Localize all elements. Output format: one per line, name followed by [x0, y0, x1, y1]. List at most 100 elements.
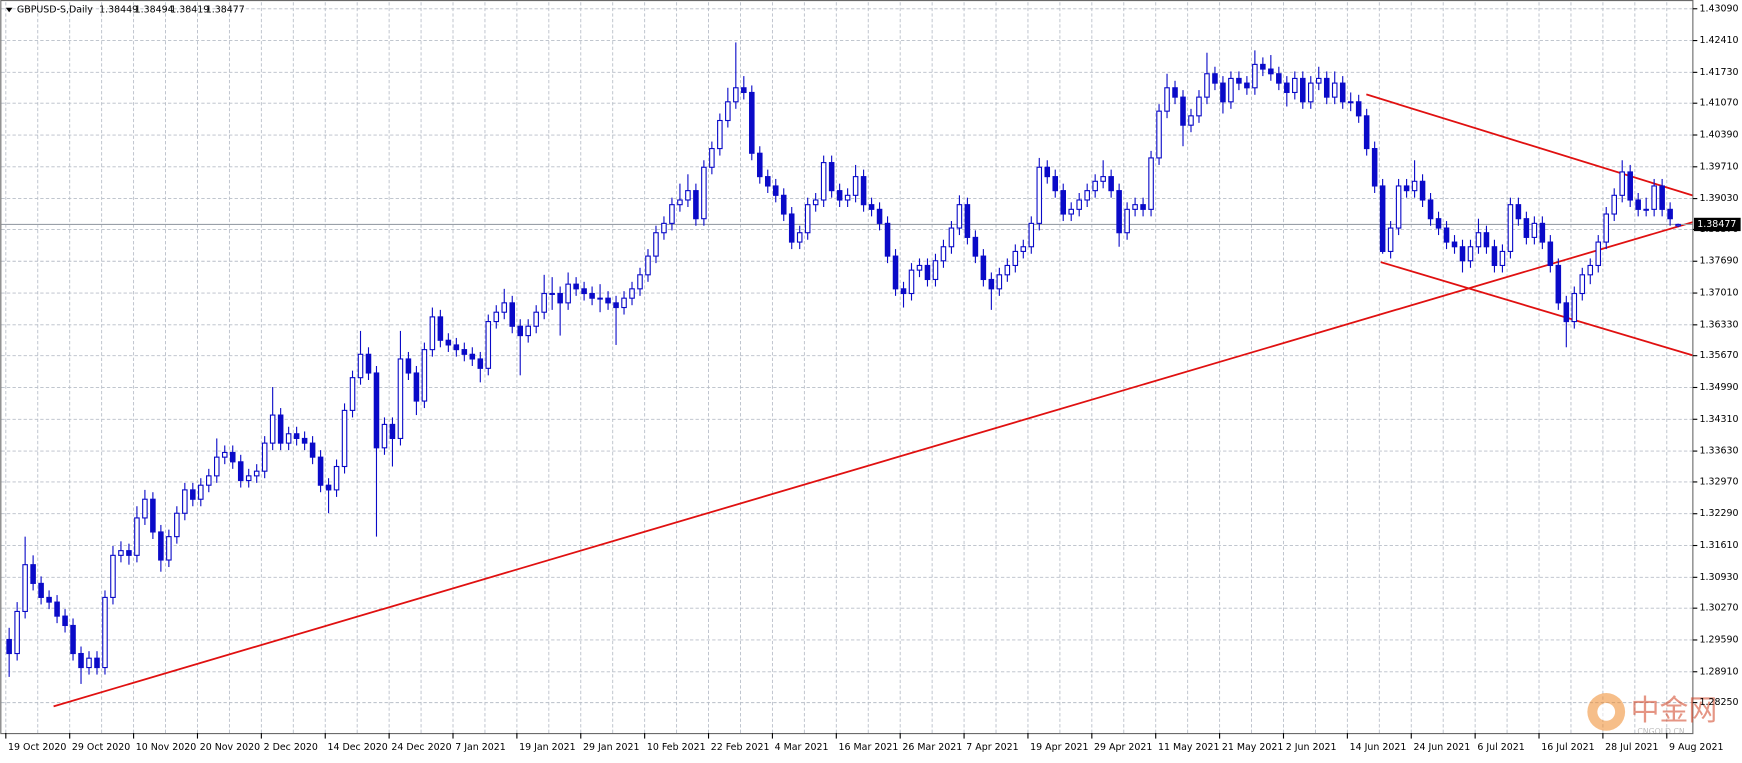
candle-body — [1276, 73, 1282, 84]
candle-body — [1435, 218, 1442, 229]
candle-body — [38, 582, 44, 598]
trendline — [1366, 93, 1694, 197]
x-tick-label: 14 Jun 2021 — [1350, 742, 1407, 753]
candle-body — [277, 414, 284, 444]
candle-body — [1012, 250, 1019, 267]
candle-body — [533, 311, 539, 327]
candle-body — [677, 199, 683, 206]
candle-body — [134, 517, 140, 556]
candle-body — [1180, 96, 1186, 126]
candle-body — [1387, 227, 1394, 252]
candle-body — [725, 101, 731, 122]
candle-body — [102, 596, 108, 669]
candle-body — [613, 302, 619, 309]
x-tick-label: 10 Nov 2020 — [136, 742, 196, 753]
candle-body — [333, 465, 340, 491]
y-tick-label: 1.41730 — [1700, 67, 1739, 78]
candle-body — [1499, 250, 1506, 267]
candle-body — [349, 377, 356, 411]
candle-body — [293, 433, 300, 440]
y-tick-label: 1.43090 — [1700, 3, 1739, 14]
candle-body — [30, 564, 36, 584]
x-tick-label: 26 Mar 2021 — [902, 742, 962, 753]
candle-body — [581, 288, 587, 295]
candle-body — [1116, 190, 1122, 234]
candle-body — [22, 564, 28, 613]
candle-body — [1212, 73, 1218, 84]
y-tick-label: 1.35670 — [1700, 350, 1739, 361]
candle-body — [1571, 292, 1578, 323]
candle-body — [429, 316, 436, 351]
x-tick-label: 2 Dec 2020 — [264, 742, 318, 753]
y-tick-label: 1.30270 — [1700, 603, 1739, 614]
candle-body — [1395, 185, 1402, 229]
candle-body — [1323, 77, 1330, 98]
candle-body — [1331, 82, 1338, 98]
candle-body — [1260, 63, 1266, 70]
y-tick-label: 1.40390 — [1700, 130, 1739, 141]
candle-body — [1651, 185, 1657, 210]
candle-body — [1315, 77, 1322, 84]
candle-body — [461, 349, 468, 355]
plot-frame — [0, 0, 1694, 735]
candle-body — [916, 264, 923, 271]
candle-body — [796, 232, 803, 243]
x-tick-label: 29 Oct 2020 — [72, 742, 130, 753]
y-tick-label: 1.28250 — [1700, 697, 1739, 708]
candle-body — [645, 255, 651, 276]
candle-body — [285, 433, 292, 444]
candle-body — [597, 297, 603, 300]
candle-body — [1307, 82, 1314, 103]
candle-body — [836, 190, 843, 201]
candle-body — [948, 227, 955, 248]
x-tick-label: 2 Jun 2021 — [1286, 742, 1337, 753]
candle-body — [190, 489, 196, 500]
watermark: 中金网 CNGOLD.CN — [1587, 693, 1717, 736]
candle-body — [1411, 180, 1418, 192]
candle-body — [517, 325, 523, 337]
candle-body — [1020, 246, 1027, 252]
candle-body — [940, 246, 947, 262]
candle-body — [1172, 87, 1178, 98]
candle-body — [1339, 82, 1346, 103]
candle-body — [956, 204, 963, 229]
x-tick-label: 19 Jan 2021 — [519, 742, 576, 753]
candle-body — [541, 292, 547, 313]
x-tick-label: 20 Nov 2020 — [200, 742, 260, 753]
candle-body — [1555, 264, 1562, 304]
y-tick-label: 1.36330 — [1700, 319, 1739, 330]
x-tick-label: 24 Dec 2020 — [391, 742, 451, 753]
candle-body — [1635, 199, 1641, 210]
candle-body — [94, 657, 100, 669]
candle-body — [1252, 63, 1258, 89]
candle-body — [341, 409, 348, 468]
candle-body — [389, 423, 396, 440]
candle-body — [1196, 96, 1202, 117]
candle-body — [757, 152, 763, 178]
candle-body — [1459, 246, 1466, 262]
x-tick-label: 9 Aug 2021 — [1669, 742, 1723, 753]
candle-body — [493, 311, 500, 323]
candle-body — [1467, 246, 1474, 262]
y-tick-label: 1.41070 — [1700, 98, 1739, 109]
candle-body — [14, 610, 20, 655]
candle-body — [1667, 208, 1673, 220]
candle-body — [1443, 227, 1450, 243]
candle-body — [900, 288, 907, 295]
candle-body — [876, 208, 883, 224]
candle-body — [1507, 204, 1514, 252]
candle-body — [269, 414, 276, 444]
candle-body — [1244, 82, 1250, 89]
x-tick-label: 6 Jul 2021 — [1477, 742, 1524, 753]
candle-body — [158, 531, 164, 561]
candle-body — [1475, 232, 1482, 248]
candle-body — [126, 550, 132, 556]
x-tick-label: 29 Apr 2021 — [1094, 742, 1152, 753]
candle-body — [62, 615, 68, 627]
collapse-icon[interactable] — [5, 7, 13, 13]
candle-body — [1028, 222, 1035, 248]
candle-body — [924, 264, 931, 281]
candle-body — [1164, 87, 1170, 112]
